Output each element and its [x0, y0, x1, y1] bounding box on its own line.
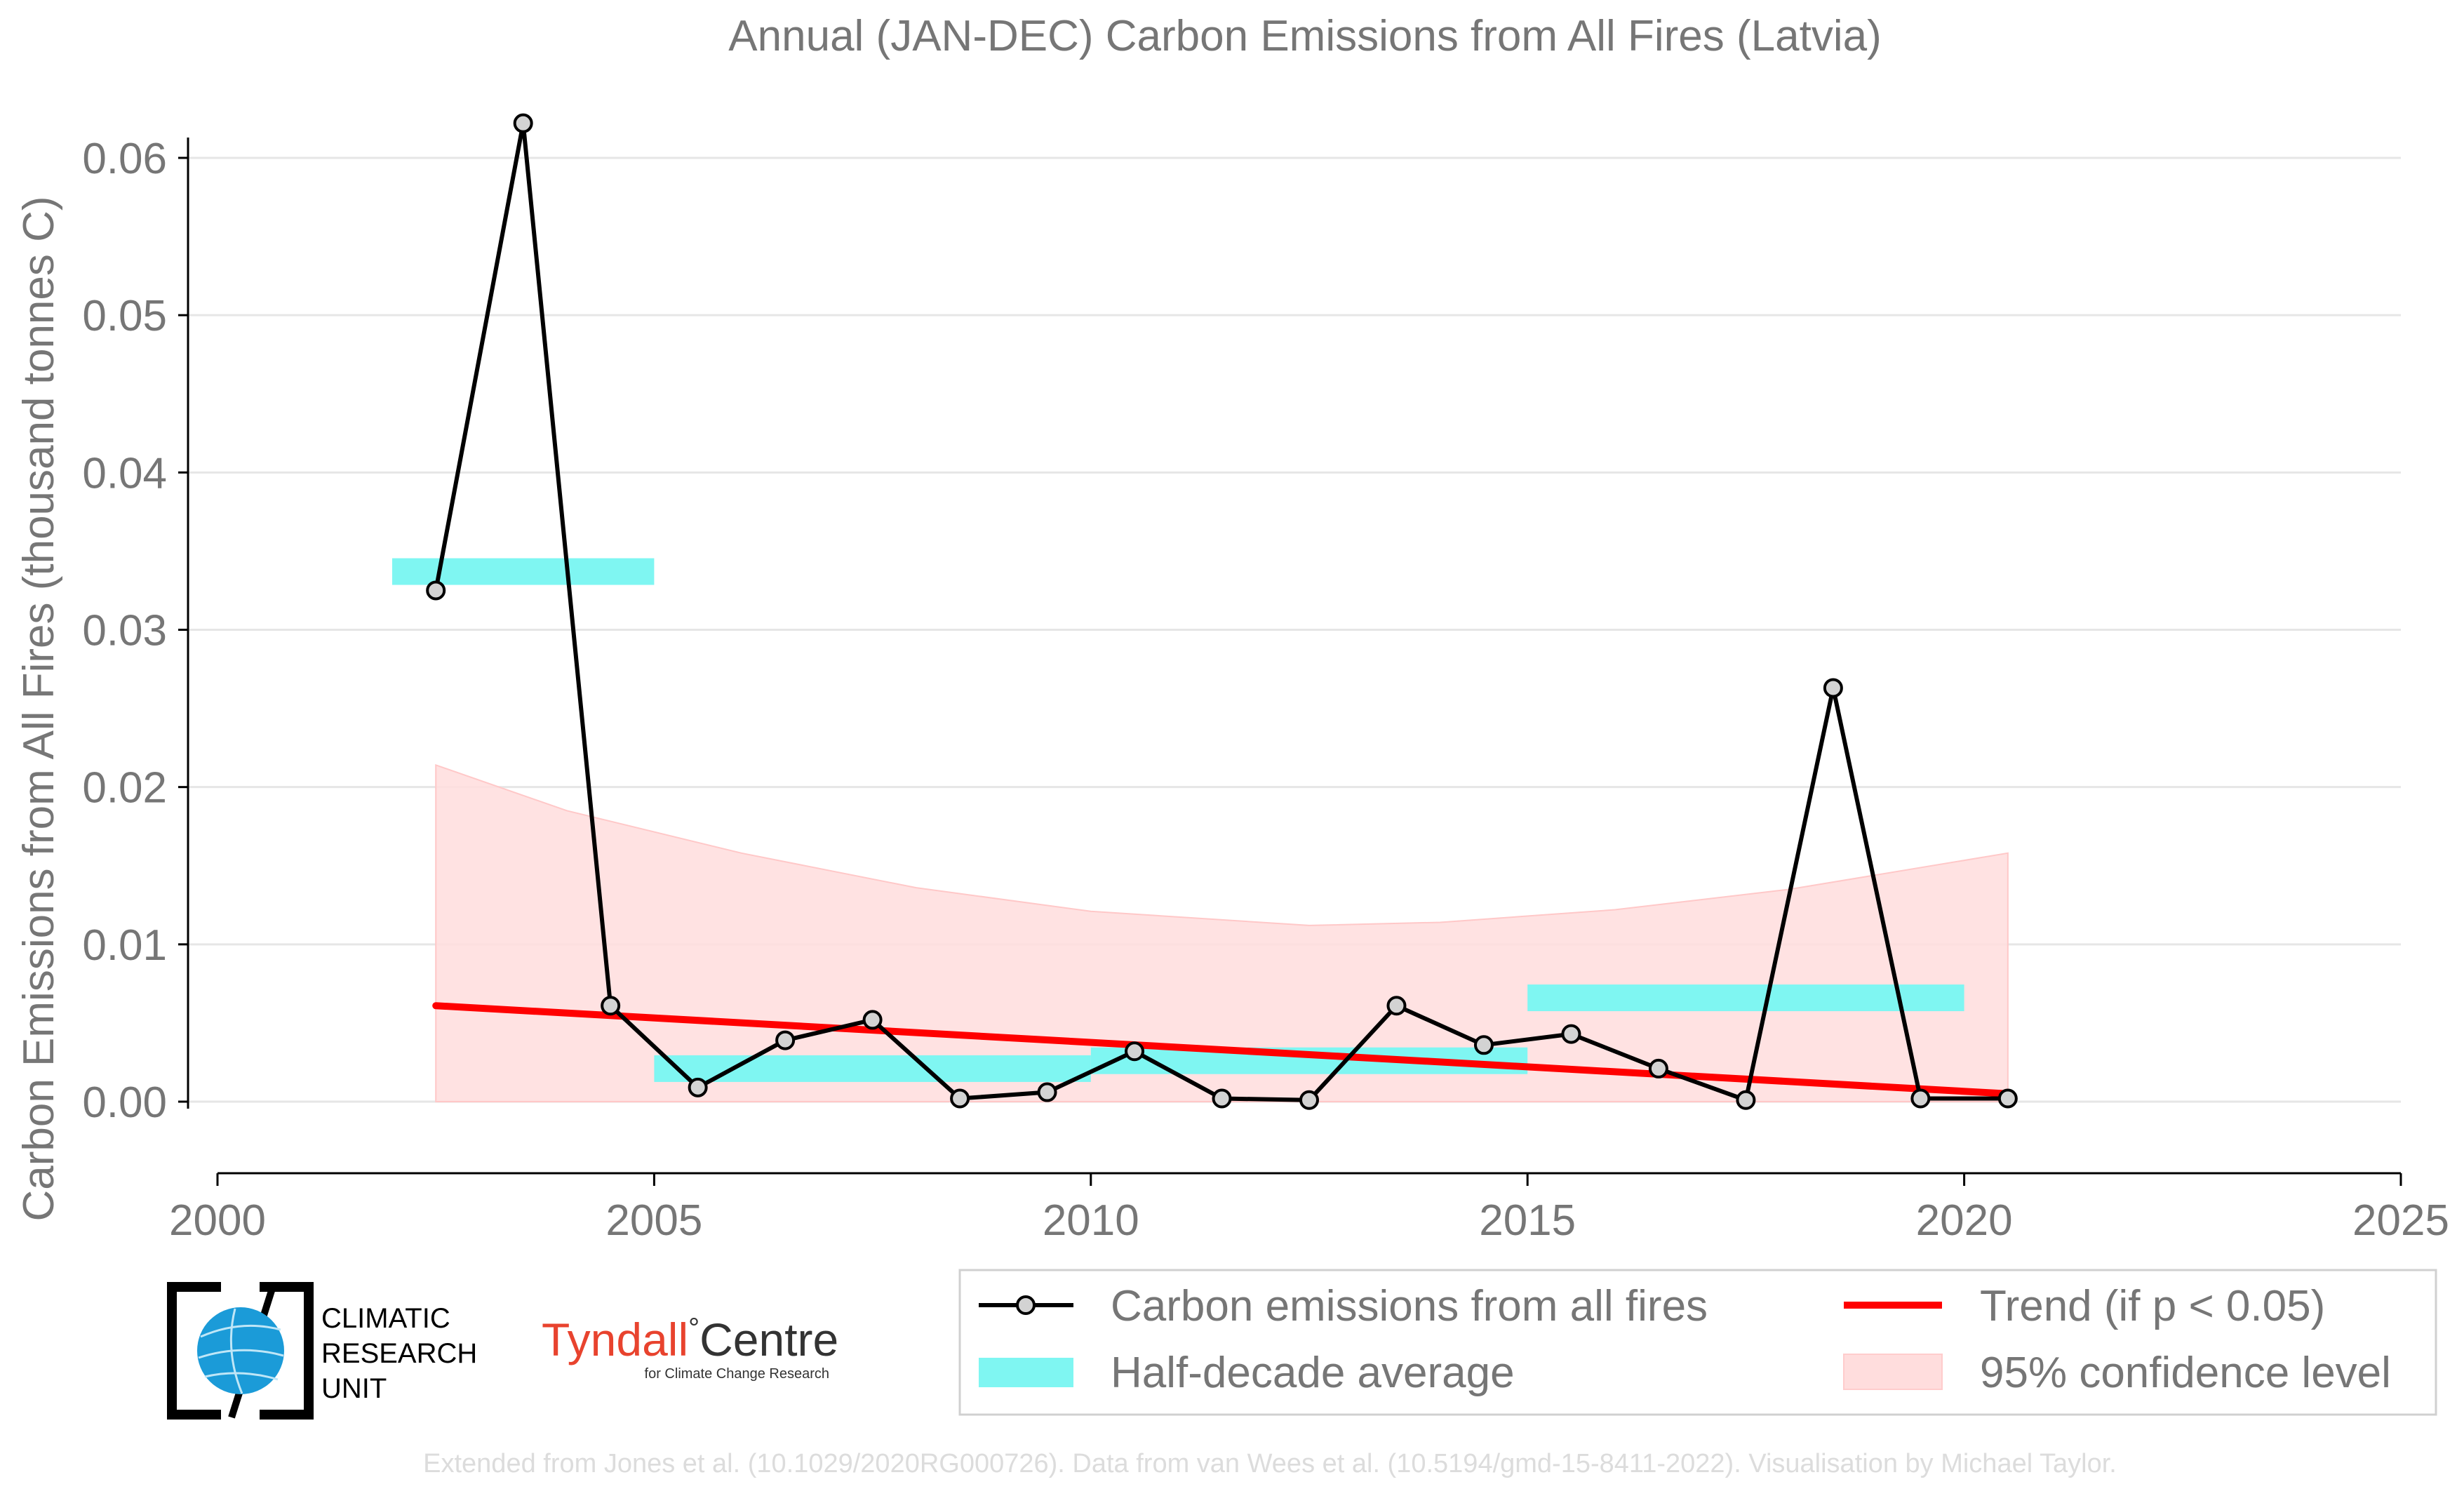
data-point-7 — [1037, 1082, 1057, 1102]
data-point-4 — [775, 1030, 796, 1050]
credit-line: Extended from Jones et al. (10.1029/2020… — [423, 1449, 2117, 1478]
axes — [178, 138, 2402, 1186]
cru-logo-text-2: RESEARCH — [321, 1338, 477, 1369]
data-point-1 — [513, 113, 533, 133]
tyndall-degree: ° — [688, 1313, 699, 1344]
legend: Carbon emissions from all fires Half-dec… — [958, 1269, 2437, 1416]
tyndall-centre: Centre — [699, 1314, 838, 1365]
x-tick-label-2: 2010 — [1043, 1196, 1139, 1245]
data-point-17 — [1910, 1088, 1931, 1109]
cru-logo: CLIMATIC RESEARCH UNIT — [167, 1282, 477, 1420]
data-point-18 — [1997, 1088, 2018, 1109]
legend-swatch-half-decade — [979, 1358, 1073, 1387]
tyndall-logo-text: Tyndall°Centre — [542, 1313, 838, 1365]
x-tick-label-3: 2015 — [1479, 1196, 1576, 1245]
y-tick-labels: 0.00 0.01 0.02 0.03 0.04 0.05 0.06 — [82, 135, 167, 1127]
data-point-5 — [862, 1010, 883, 1030]
data-point-2 — [601, 996, 621, 1016]
data-point-12 — [1473, 1035, 1494, 1055]
data-point-8 — [1125, 1041, 1145, 1062]
legend-label-half-decade: Half-decade average — [1111, 1349, 1515, 1397]
data-point-3 — [688, 1077, 708, 1097]
half-decade-bar-3 — [1527, 984, 1964, 1012]
data-point-15 — [1736, 1090, 1756, 1110]
y-tick-label-3: 0.03 — [82, 607, 167, 655]
tyndall-subtitle: for Climate Change Research — [645, 1366, 829, 1382]
y-tick-label-4: 0.04 — [82, 449, 167, 497]
legend-swatch-confidence — [1843, 1354, 1943, 1390]
y-tick-label-0: 0.00 — [82, 1078, 167, 1127]
globe-lines — [198, 1308, 284, 1394]
trend-line — [432, 1002, 2011, 1097]
x-tick-label-4: 2020 — [1916, 1196, 2013, 1245]
y-tick-label-6: 0.06 — [82, 135, 167, 183]
y-axis-label: Carbon Emissions from All Fires (thousan… — [15, 196, 63, 1221]
legend-label-trend: Trend (if p < 0.05) — [1980, 1282, 2325, 1330]
y-tick-label-2: 0.02 — [82, 764, 167, 813]
x-tick-label-1: 2005 — [605, 1196, 702, 1245]
chart-title: Annual (JAN-DEC) Carbon Emissions from A… — [728, 12, 1881, 60]
data-point-10 — [1299, 1090, 1319, 1110]
half-decade-bar-1 — [654, 1055, 1091, 1082]
cru-logo-text-3: UNIT — [321, 1373, 387, 1404]
cru-logo-text-1: CLIMATIC — [321, 1303, 450, 1334]
legend-marker-emissions — [1016, 1295, 1036, 1315]
legend-label-confidence: 95% confidence level — [1980, 1349, 2391, 1397]
cru-logo-frame — [167, 1282, 314, 1420]
x-tick-label-5: 2025 — [2352, 1196, 2449, 1245]
trend-line-group — [432, 1002, 2011, 1097]
emissions-series — [426, 113, 2018, 1110]
data-point-11 — [1386, 996, 1407, 1016]
data-point-16 — [1823, 678, 1843, 698]
legend-frame — [958, 1269, 2437, 1416]
x-tick-labels: 2000 2005 2010 2015 2020 2025 — [169, 1196, 2449, 1245]
data-point-14 — [1648, 1058, 1668, 1078]
data-point-6 — [950, 1088, 970, 1109]
tyndall-name: Tyndall — [542, 1314, 688, 1365]
y-tick-label-1: 0.01 — [82, 921, 167, 970]
data-point-13 — [1561, 1024, 1581, 1044]
y-tick-label-5: 0.05 — [82, 292, 167, 340]
data-point-9 — [1212, 1088, 1232, 1109]
half-decade-bar-0 — [391, 558, 655, 585]
legend-label-emissions: Carbon emissions from all fires — [1111, 1282, 1708, 1330]
tyndall-logo: Tyndall°Centre for Climate Change Resear… — [542, 1313, 838, 1382]
x-tick-label-0: 2000 — [169, 1196, 266, 1245]
data-point-0 — [426, 580, 446, 601]
